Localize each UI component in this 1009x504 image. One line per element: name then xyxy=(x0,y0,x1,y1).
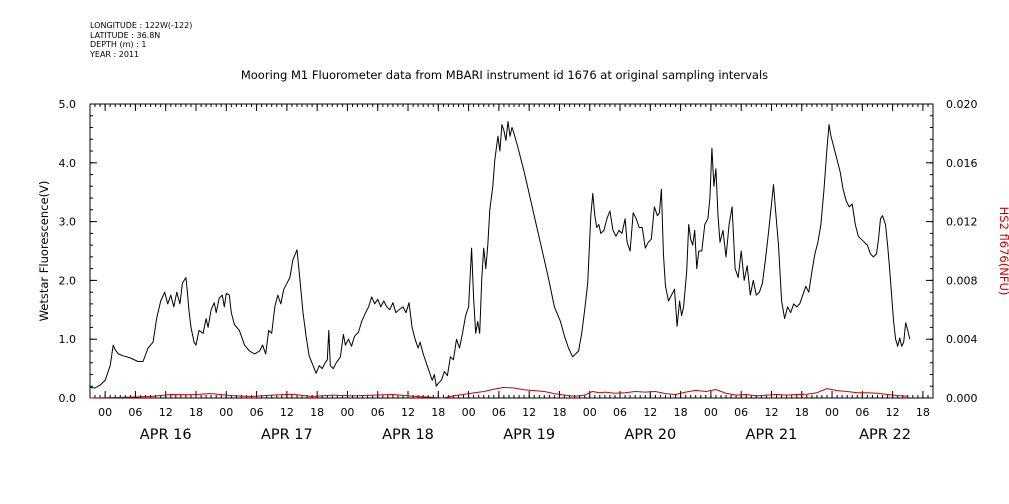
x-day-label: APR 22 xyxy=(859,427,911,443)
x-hour-tick-label: 12 xyxy=(643,406,657,419)
x-day-label: APR 21 xyxy=(746,427,798,443)
x-hour-tick-label: 12 xyxy=(764,406,778,419)
x-hour-tick-label: 18 xyxy=(674,406,688,419)
x-hour-tick-label: 00 xyxy=(704,406,718,419)
metadata-longitude: LONGITUDE : 122W(-122) xyxy=(90,21,193,30)
x-hour-tick-label: 06 xyxy=(128,406,142,419)
x-hour-tick-label: 06 xyxy=(855,406,869,419)
x-hour-tick-label: 06 xyxy=(613,406,627,419)
x-hour-tick-label: 18 xyxy=(795,406,809,419)
series-line-wetstar-fluorescence xyxy=(89,121,911,389)
x-day-label: APR 18 xyxy=(382,427,434,443)
x-hour-tick-label: 06 xyxy=(492,406,506,419)
x-hour-tick-label: 00 xyxy=(98,406,112,419)
x-minor-ticks xyxy=(89,104,934,398)
x-hour-tick-label: 12 xyxy=(159,406,173,419)
x-hour-tick-label: 00 xyxy=(340,406,354,419)
y-right-tick-label: 0.016 xyxy=(946,157,978,170)
series-line-hs2-fl676 xyxy=(89,386,908,399)
y-right-tick-label: 0.008 xyxy=(946,274,978,287)
x-hour-tick-label: 18 xyxy=(431,406,445,419)
x-hour-tick-label: 12 xyxy=(401,406,415,419)
y-left-tick-label: 0.0 xyxy=(59,392,77,405)
y-left-tick-label: 1.0 xyxy=(59,333,77,346)
y-left-tick-label: 3.0 xyxy=(59,216,77,229)
x-hour-tick-label: 06 xyxy=(734,406,748,419)
chart-title: Mooring M1 Fluorometer data from MBARI i… xyxy=(240,68,769,82)
x-hour-tick-label: 00 xyxy=(825,406,839,419)
x-day-label: APR 16 xyxy=(140,427,192,443)
y-left-tick-label: 4.0 xyxy=(59,157,77,170)
y-left-tick-label: 5.0 xyxy=(59,98,77,111)
y-right-tick-label: 0.004 xyxy=(946,333,978,346)
x-day-label: APR 20 xyxy=(624,427,676,443)
metadata-year: YEAR : 2011 xyxy=(90,49,140,59)
y-right-tick-label: 0.000 xyxy=(946,392,978,405)
y-right-tick-label: 0.012 xyxy=(946,216,978,229)
plot-frame xyxy=(89,103,934,399)
x-hour-tick-label: 18 xyxy=(189,406,203,419)
x-hour-tick-label: 18 xyxy=(916,406,930,419)
x-hour-tick-label: 12 xyxy=(280,406,294,419)
metadata-depth: DEPTH (m) : 1 xyxy=(90,40,147,49)
x-hour-tick-label: 18 xyxy=(310,406,324,419)
y-right-tick-label: 0.020 xyxy=(946,98,978,111)
x-day-label: APR 17 xyxy=(261,427,313,443)
x-hour-tick-label: 18 xyxy=(552,406,566,419)
y-axis-label-right: HS2 fl676(NFU) xyxy=(997,207,1009,296)
y-left-tick-label: 2.0 xyxy=(59,274,77,287)
metadata-block: LONGITUDE : 122W(-122) LATITUDE : 36.8N … xyxy=(90,21,192,59)
x-hour-tick-label: 00 xyxy=(583,406,597,419)
x-hour-tick-label: 12 xyxy=(886,406,900,419)
x-hour-tick-label: 06 xyxy=(250,406,264,419)
x-hour-tick-label: 00 xyxy=(219,406,233,419)
x-hour-tick-label: 00 xyxy=(462,406,476,419)
x-hour-tick-label: 06 xyxy=(371,406,385,419)
metadata-latitude: LATITUDE : 36.8N xyxy=(90,30,161,40)
x-day-label: APR 19 xyxy=(503,427,555,443)
x-hour-tick-label: 12 xyxy=(522,406,536,419)
y-axis-label-left: Wetstar Fluorescence(V) xyxy=(37,181,51,322)
y-minor-ticks xyxy=(90,115,933,387)
